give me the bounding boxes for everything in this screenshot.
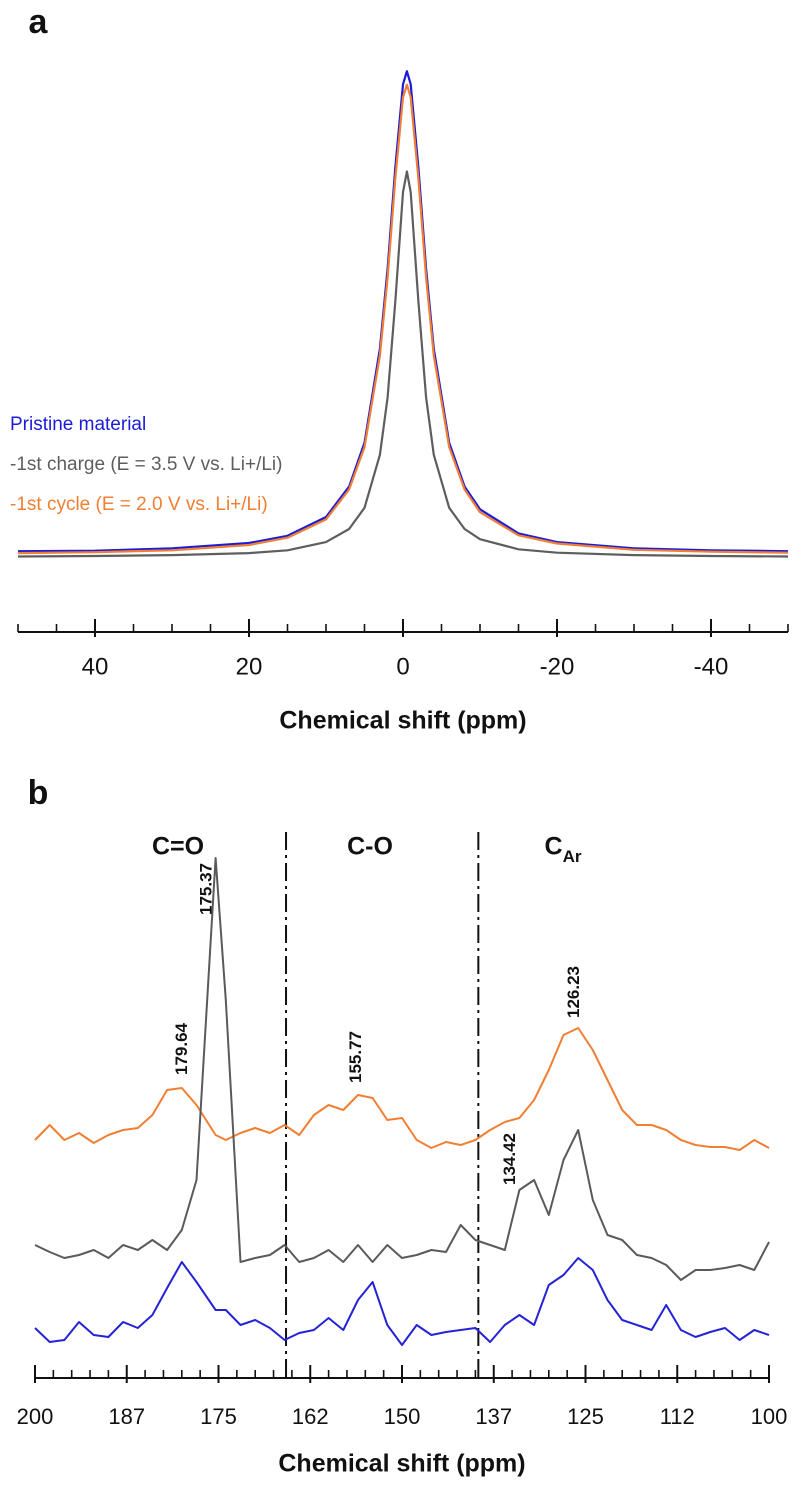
legend-entry: -1st cycle (E = 2.0 V vs. Li+/Li) <box>10 494 268 515</box>
x-tick-label: -40 <box>694 653 729 680</box>
x-tick-label: 0 <box>396 653 409 680</box>
region-label: C-O <box>347 833 393 861</box>
x-tick-label: 112 <box>660 1404 695 1429</box>
spectrum-line <box>17 70 789 553</box>
spectrum-line <box>34 1027 770 1151</box>
x-tick-label: 137 <box>475 1404 512 1429</box>
spectrum-line <box>34 1257 770 1346</box>
legend-entry: -1st charge (E = 3.5 V vs. Li+/Li) <box>10 454 282 475</box>
x-tick-label: 40 <box>82 653 109 680</box>
spectrum-line <box>34 857 770 1281</box>
legend-entry: Pristine material <box>10 414 146 435</box>
spectrum-line <box>17 170 789 558</box>
x-tick-label: 125 <box>567 1404 604 1429</box>
region-label: CAr <box>545 833 582 867</box>
peak-label: 179.64 <box>172 1022 191 1075</box>
x-axis-title: Chemical shift (ppm) <box>279 707 526 735</box>
panel-label: b <box>28 774 49 812</box>
x-axis-title: Chemical shift (ppm) <box>278 1450 525 1478</box>
peak-label: 155.77 <box>346 1031 365 1083</box>
spectrum-line <box>17 83 789 555</box>
x-tick-label: 187 <box>108 1404 145 1429</box>
x-tick-label: -20 <box>540 653 575 680</box>
region-label: C=O <box>152 833 204 861</box>
panel-label: a <box>29 3 49 41</box>
region-label-subscript: Ar <box>563 847 582 866</box>
x-tick-label: 200 <box>17 1404 54 1429</box>
x-tick-label: 20 <box>236 653 263 680</box>
peak-label: 175.37 <box>196 863 215 915</box>
peak-label: 126.23 <box>564 966 583 1018</box>
x-tick-label: 150 <box>384 1404 421 1429</box>
peak-label: 134.42 <box>500 1133 519 1185</box>
x-tick-label: 175 <box>200 1404 237 1429</box>
x-tick-label: 100 <box>751 1404 788 1429</box>
x-tick-label: 162 <box>292 1404 329 1429</box>
